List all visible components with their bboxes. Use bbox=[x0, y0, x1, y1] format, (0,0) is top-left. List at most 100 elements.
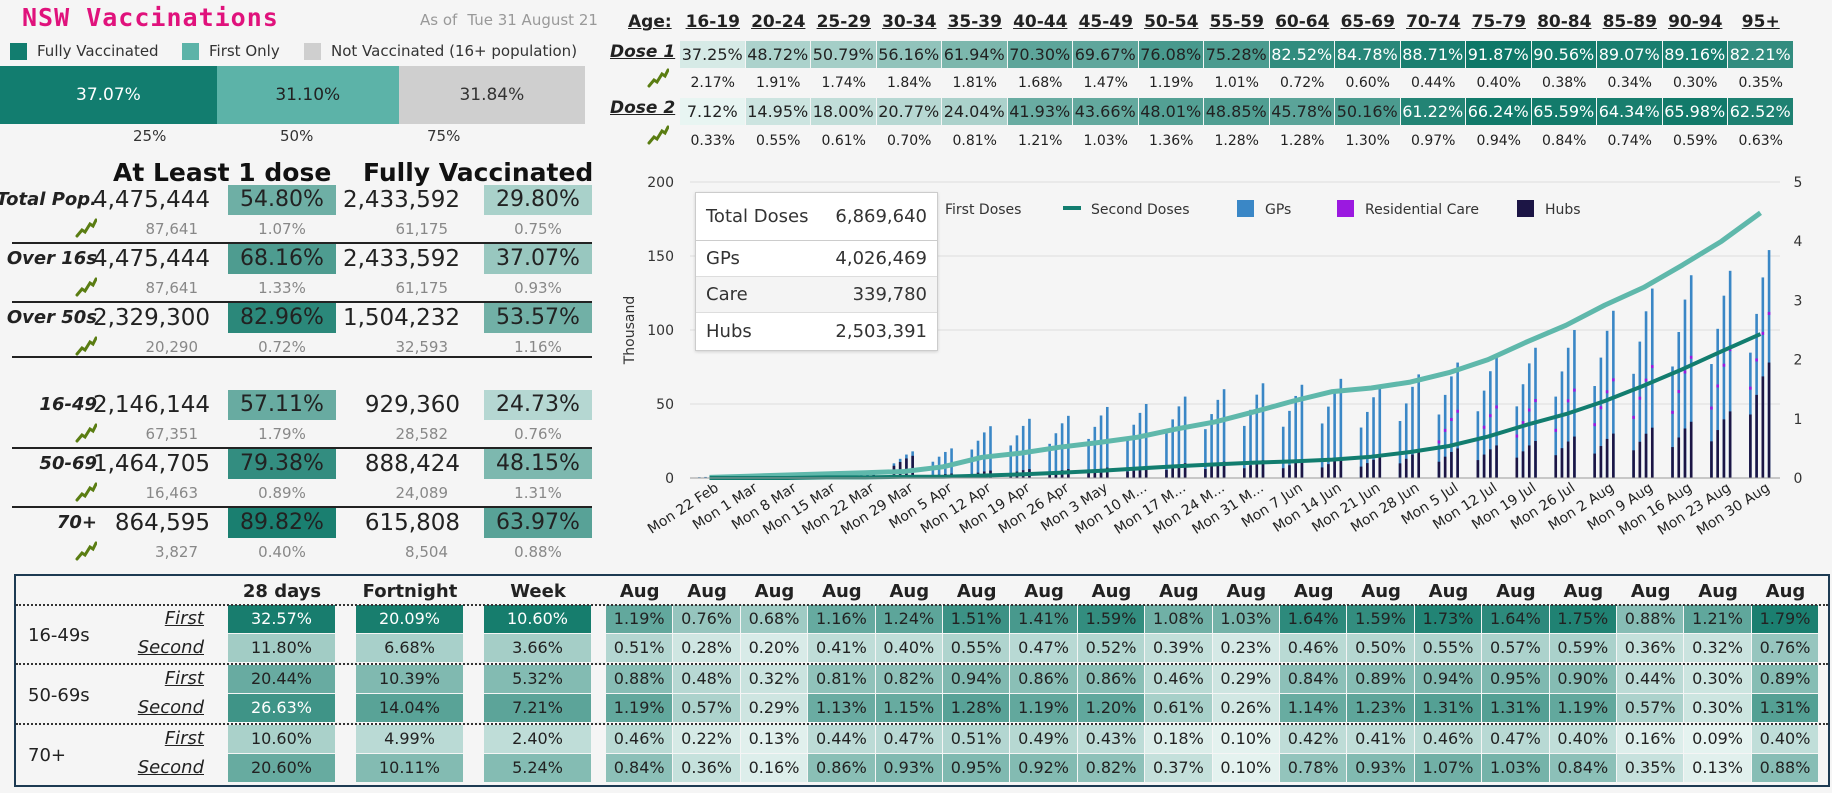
day-cell: 0.40% bbox=[875, 634, 943, 662]
tooltip-key: GPs bbox=[706, 248, 740, 269]
care-bar bbox=[1683, 370, 1687, 374]
dose2-change: 0.55% bbox=[756, 133, 801, 149]
day-cell: 0.36% bbox=[1617, 634, 1685, 662]
gp-bar bbox=[1132, 424, 1136, 478]
hubs-bar bbox=[1677, 437, 1681, 478]
dose1-cell: 90.56% bbox=[1531, 41, 1596, 68]
summary-change-row: 87,641 1.07% 61,175 0.75% bbox=[0, 218, 593, 240]
age-group-header: 30-34 bbox=[882, 12, 937, 32]
gp-bar bbox=[1372, 397, 1375, 478]
summary-change-row: 67,351 1.79% 28,582 0.76% bbox=[0, 423, 593, 445]
hubs-bar bbox=[1722, 419, 1726, 478]
pct-tick: 25% bbox=[133, 127, 167, 145]
age-group-header: 50-54 bbox=[1144, 12, 1199, 32]
gp-bar bbox=[1515, 406, 1519, 478]
age-group-name: 50-69s bbox=[28, 685, 90, 706]
day-cell: 1.31% bbox=[1414, 694, 1483, 722]
gp-bar bbox=[1443, 394, 1447, 478]
care-bar bbox=[1677, 390, 1681, 394]
pct-tick: 75% bbox=[427, 127, 461, 145]
care-bar bbox=[1722, 363, 1726, 367]
at-least-one-count: 864,595 bbox=[114, 510, 210, 536]
care-bar bbox=[1437, 440, 1441, 444]
hubs-bar bbox=[1366, 463, 1369, 478]
dose-kind: Second bbox=[137, 757, 204, 778]
period-cell: 20.44% bbox=[228, 665, 336, 693]
dose1-cell: 82.52% bbox=[1269, 41, 1334, 68]
gp-bar bbox=[1359, 427, 1363, 478]
hubs-bar bbox=[1183, 463, 1187, 478]
dose1-cell: 89.16% bbox=[1662, 41, 1727, 68]
gp-bar bbox=[1605, 330, 1609, 478]
day-cell: 1.03% bbox=[1482, 754, 1550, 782]
day-cell: 0.89% bbox=[1751, 665, 1820, 693]
day-cell: 0.26% bbox=[1212, 694, 1280, 722]
day-cell: 0.76% bbox=[673, 605, 741, 633]
change-count: 24,089 bbox=[395, 484, 449, 502]
change-pct: 0.76% bbox=[514, 425, 562, 443]
period-cell: 5.32% bbox=[484, 665, 592, 693]
day-cell: 0.89% bbox=[1347, 665, 1415, 693]
hubs-bar bbox=[1378, 457, 1382, 478]
row-divider bbox=[12, 242, 592, 244]
care-bar bbox=[1534, 399, 1537, 403]
legend-first: First Only bbox=[182, 42, 280, 60]
day-cell: 0.94% bbox=[1414, 665, 1483, 693]
y2-axis-label: Million bbox=[1828, 307, 1832, 352]
care-bar bbox=[1755, 358, 1758, 362]
stack-not: 31.84% bbox=[398, 66, 585, 124]
y-axis-label: Thousand bbox=[622, 296, 638, 366]
fully-count: 929,360 bbox=[364, 392, 460, 418]
legend-label: Not Vaccinated (16+ population) bbox=[331, 42, 578, 60]
hubs-bar bbox=[1171, 467, 1174, 478]
day-cell: 0.47% bbox=[1482, 725, 1550, 753]
hubs-bar bbox=[1495, 445, 1498, 478]
day-cell: 1.51% bbox=[943, 605, 1011, 633]
age-group-header: 80-84 bbox=[1537, 12, 1592, 32]
hubs-bar bbox=[1632, 450, 1635, 478]
age-group-name: 16-49s bbox=[28, 625, 90, 646]
recent-table-frame bbox=[14, 574, 1830, 787]
day-cell: 0.88% bbox=[606, 665, 674, 693]
day-cell: 1.07% bbox=[1414, 754, 1483, 782]
hubs-bar bbox=[1605, 438, 1609, 478]
day-cell: 0.28% bbox=[673, 634, 741, 662]
hubs-bar bbox=[1261, 460, 1265, 478]
day-cell: 0.95% bbox=[943, 754, 1011, 782]
day-cell: 0.84% bbox=[606, 754, 674, 782]
gp-bar bbox=[1638, 341, 1642, 478]
gp-bar bbox=[1722, 295, 1726, 478]
age-group-header: 95+ bbox=[1741, 12, 1780, 32]
hubs-bar bbox=[1093, 470, 1097, 478]
day-cell: 0.37% bbox=[1145, 754, 1213, 782]
gp-bar bbox=[1327, 406, 1330, 478]
as-of-label: As of bbox=[420, 11, 458, 29]
dose1-change: 1.47% bbox=[1083, 75, 1128, 91]
day-cell: 0.95% bbox=[1482, 665, 1550, 693]
hubs-bar bbox=[1638, 441, 1642, 478]
gp-bar bbox=[1417, 374, 1421, 478]
age-group-header: 25-29 bbox=[816, 12, 871, 32]
hubs-bar bbox=[1144, 466, 1148, 478]
care-bar bbox=[1605, 390, 1609, 394]
gp-bar bbox=[1165, 433, 1168, 478]
change-pct: 0.93% bbox=[514, 279, 562, 297]
hubs-bar bbox=[1372, 459, 1375, 478]
change-count: 67,351 bbox=[145, 425, 199, 443]
hubs-bar bbox=[1644, 433, 1648, 478]
period-header: Week bbox=[510, 581, 566, 602]
period-cell: 20.60% bbox=[228, 754, 336, 782]
day-cell: 1.15% bbox=[875, 694, 943, 722]
hubs-bar bbox=[1320, 467, 1324, 478]
day-cell: 0.43% bbox=[1077, 725, 1146, 753]
dose1-change: 1.01% bbox=[1214, 75, 1259, 91]
day-cell: 0.29% bbox=[740, 694, 809, 722]
day-cell: 0.86% bbox=[1077, 665, 1146, 693]
gp-bar bbox=[1028, 418, 1031, 478]
gp-bar bbox=[1054, 433, 1058, 478]
dose1-change: 2.17% bbox=[690, 75, 735, 91]
change-count: 16,463 bbox=[145, 484, 199, 502]
hubs-bar bbox=[1177, 464, 1181, 478]
hubs-bar bbox=[1755, 394, 1758, 478]
dose1-cell: 84.78% bbox=[1335, 41, 1400, 68]
